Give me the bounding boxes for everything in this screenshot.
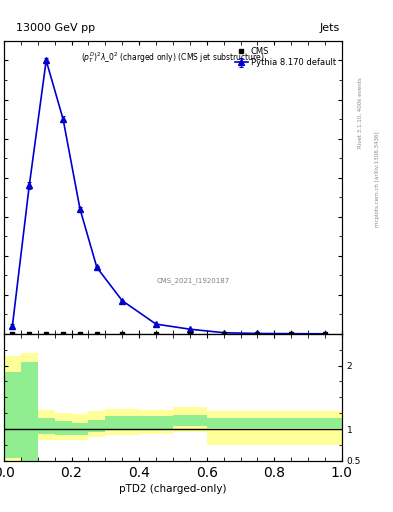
X-axis label: pTD2 (charged-only): pTD2 (charged-only) [119, 484, 227, 494]
Text: Jets: Jets [320, 23, 340, 33]
CMS [78, 331, 83, 337]
Text: $(p_T^D)^2\lambda\_0^2$ (charged only) (CMS jet substructure): $(p_T^D)^2\lambda\_0^2$ (charged only) (… [81, 50, 265, 65]
CMS [44, 331, 49, 337]
CMS [221, 331, 226, 337]
Text: Rivet 3.1.10, 400k events: Rivet 3.1.10, 400k events [358, 77, 363, 148]
CMS [289, 331, 294, 337]
CMS [27, 331, 32, 337]
CMS [95, 331, 99, 337]
Line: CMS: CMS [10, 331, 327, 336]
Text: 13000 GeV pp: 13000 GeV pp [16, 23, 95, 33]
Text: mcplots.cern.ch [arXiv:1306.3436]: mcplots.cern.ch [arXiv:1306.3436] [375, 132, 380, 227]
CMS [323, 331, 327, 337]
Legend: CMS, Pythia 8.170 default: CMS, Pythia 8.170 default [232, 44, 340, 71]
CMS [120, 331, 125, 337]
CMS [255, 331, 260, 337]
CMS [187, 331, 192, 337]
CMS [10, 331, 15, 337]
CMS [61, 331, 65, 337]
Text: CMS_2021_I1920187: CMS_2021_I1920187 [156, 278, 230, 284]
CMS [154, 331, 158, 337]
